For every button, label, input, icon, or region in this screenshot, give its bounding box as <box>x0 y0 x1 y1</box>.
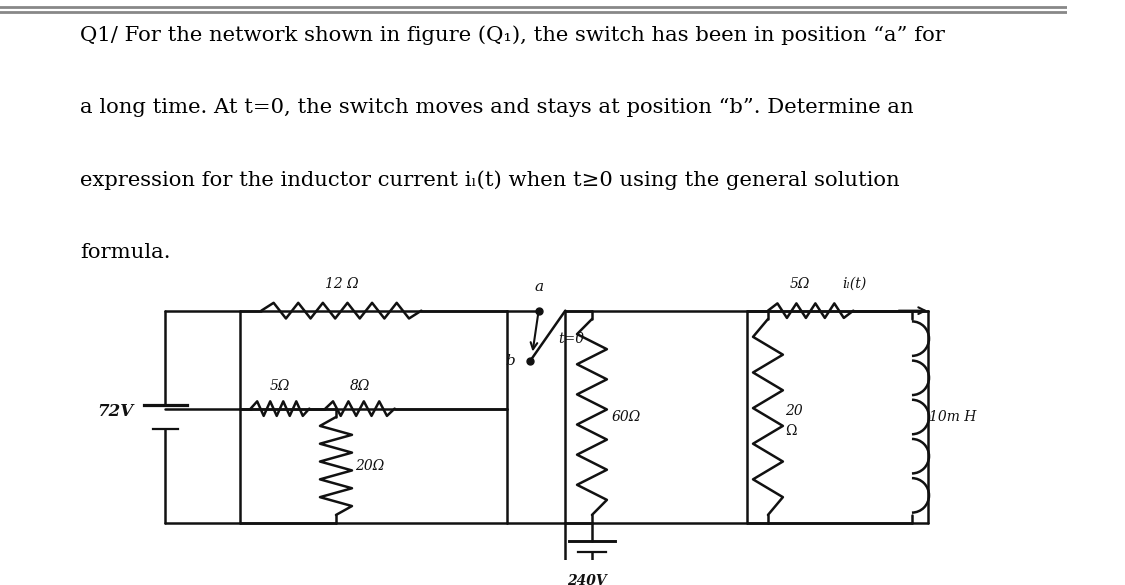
Text: 12 Ω: 12 Ω <box>324 277 358 291</box>
Text: b: b <box>505 354 515 368</box>
Text: 5Ω: 5Ω <box>270 380 290 394</box>
Text: 20Ω: 20Ω <box>356 459 385 473</box>
Text: a: a <box>534 280 543 294</box>
Text: expression for the inductor current iₗ(t) when t≥0 using the general solution: expression for the inductor current iₗ(t… <box>80 171 900 190</box>
Text: 72V: 72V <box>97 403 134 420</box>
Text: 20: 20 <box>785 404 803 418</box>
Text: formula.: formula. <box>80 243 171 263</box>
Text: t=0: t=0 <box>558 332 584 346</box>
Text: Q1/ For the network shown in figure (Q₁), the switch has been in position “a” fo: Q1/ For the network shown in figure (Q₁)… <box>80 25 945 45</box>
Text: 5Ω: 5Ω <box>790 277 810 291</box>
Text: 60Ω: 60Ω <box>611 410 640 424</box>
Text: Ω: Ω <box>785 424 796 438</box>
Text: iₗ(t): iₗ(t) <box>843 277 867 291</box>
Text: 8Ω: 8Ω <box>350 380 370 394</box>
Text: 10m H: 10m H <box>929 410 976 424</box>
Text: a long time. At t=0, the switch moves and stays at position “b”. Determine an: a long time. At t=0, the switch moves an… <box>80 98 914 117</box>
Text: 240V: 240V <box>567 574 606 585</box>
